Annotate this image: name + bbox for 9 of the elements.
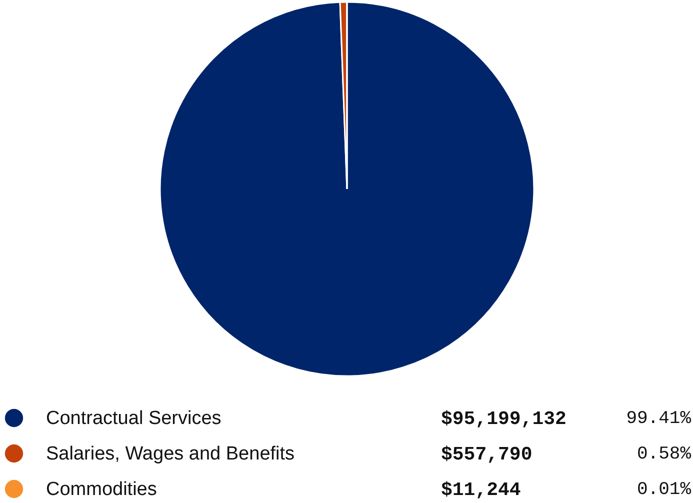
data-label: $11,244	[441, 479, 521, 501]
legend-label: Contractual Services	[46, 408, 222, 429]
text: 99.41%	[626, 409, 692, 429]
legend-label: Commodities	[46, 479, 157, 500]
legend-label: Salaries, Wages and Benefits	[46, 444, 295, 464]
text: 0.01%	[636, 480, 692, 500]
data-label: $557,790	[441, 444, 532, 466]
text: 0.58%	[636, 444, 692, 464]
data-label: $95,199,132	[441, 408, 566, 430]
